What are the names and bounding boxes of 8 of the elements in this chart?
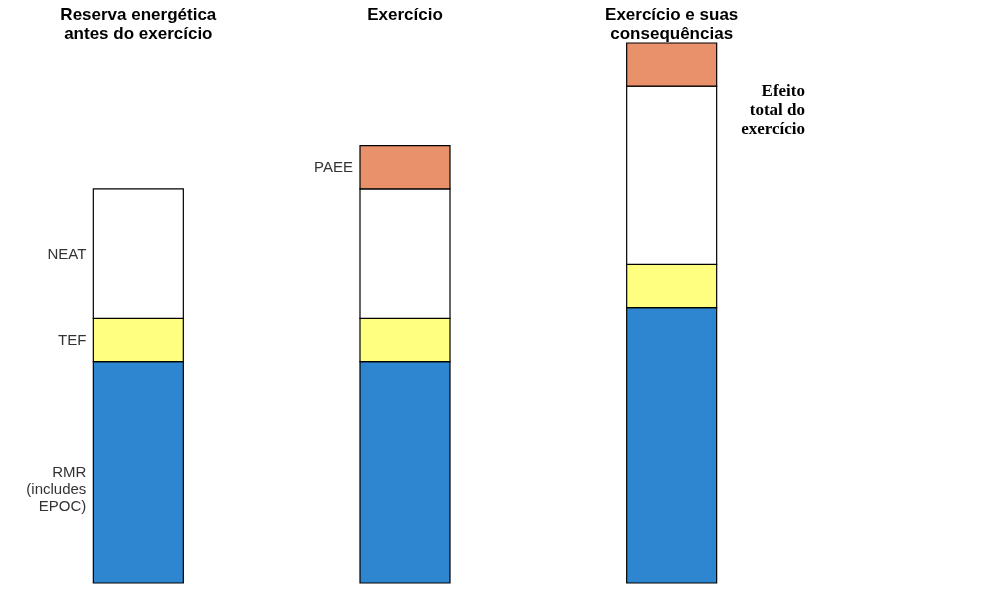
- series-label: NEAT: [47, 244, 87, 262]
- x-tick-label: Exercício: [367, 4, 443, 24]
- x-tick-label: Reserva energética antes do exercício: [60, 4, 217, 43]
- series-label: TEF: [57, 331, 87, 348]
- series-label: RMR (includes EPOC): [26, 463, 87, 515]
- series-label: PAEE: [314, 158, 353, 176]
- annotation: Efeito total do exercício: [741, 81, 805, 138]
- x-tick-label: Exercício e suas consequências: [605, 4, 739, 43]
